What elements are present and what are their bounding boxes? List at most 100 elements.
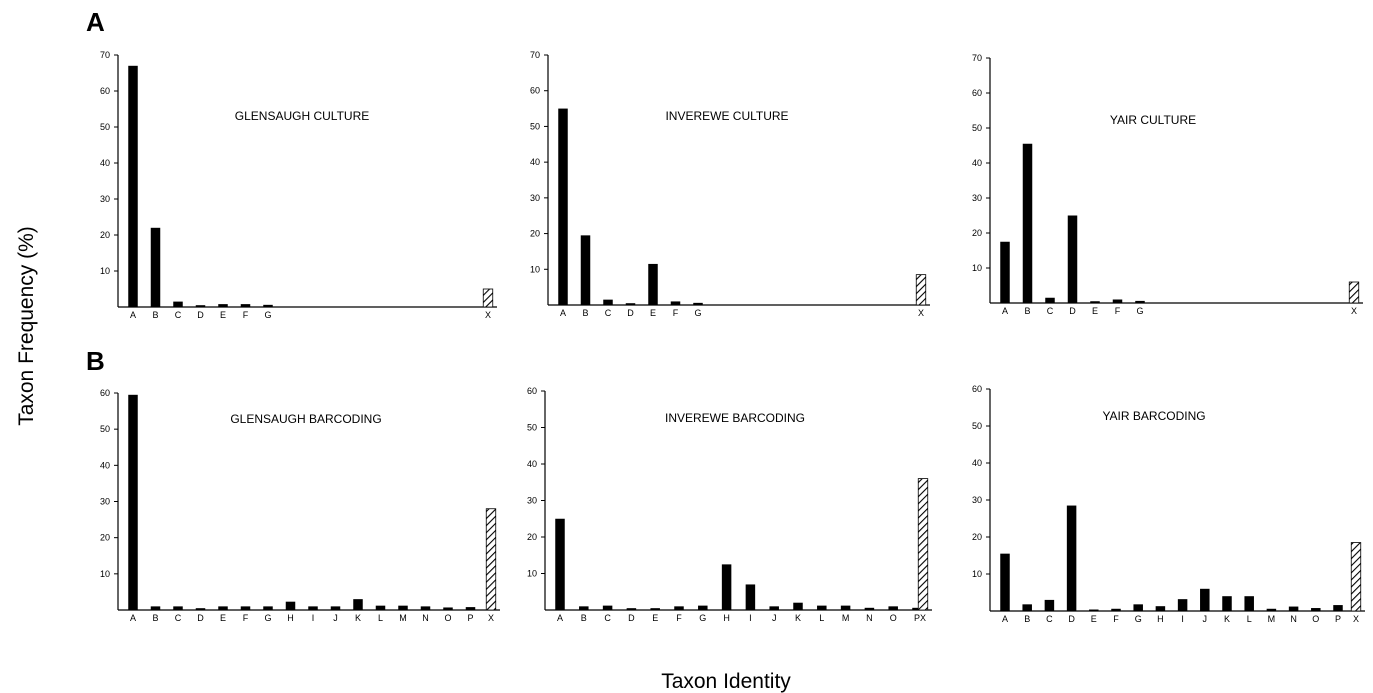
- bar: [1045, 297, 1055, 303]
- y-tick-label: 30: [972, 495, 982, 505]
- bar: [263, 606, 273, 610]
- category-label: N: [422, 613, 429, 623]
- category-label: D: [628, 613, 635, 623]
- chart-title: YAIR CULTURE: [1110, 113, 1196, 127]
- category-label: G: [1135, 614, 1142, 624]
- bar: [240, 606, 251, 610]
- bar: [1133, 604, 1143, 611]
- y-tick-label: 20: [100, 230, 110, 240]
- chart-6: 10 20 30 40 50 60 YAIR BARCODING A B C D E F G H I J K L M N…: [972, 384, 1365, 624]
- bar: [793, 602, 803, 610]
- chart-3: 10 20 30 40 50 60 70 YAIR CULTURE A B C D E F G X: [972, 53, 1363, 316]
- category-label: D: [1068, 614, 1075, 624]
- category-label: L: [1247, 614, 1252, 624]
- bar: [195, 305, 206, 307]
- bar: [674, 606, 684, 610]
- y-tick-label: 60: [527, 386, 537, 396]
- y-tick-label: 50: [972, 421, 982, 431]
- bar: [465, 607, 476, 610]
- y-tick-label: 30: [100, 497, 110, 507]
- y-tick-label: 50: [100, 122, 110, 132]
- y-tick-label: 30: [527, 496, 537, 506]
- bar: [1112, 299, 1123, 303]
- y-tick-label: 20: [530, 229, 540, 239]
- bar: [398, 605, 408, 610]
- category-label: O: [1312, 614, 1319, 624]
- y-tick-label: 60: [100, 86, 110, 96]
- category-label: G: [264, 310, 271, 320]
- y-tick-label: 40: [100, 158, 110, 168]
- bar: [150, 227, 161, 307]
- bar: [558, 108, 568, 305]
- bar: [580, 235, 591, 305]
- bar: [1089, 609, 1099, 611]
- category-label: I: [312, 613, 315, 623]
- bar: [745, 584, 756, 610]
- category-label: L: [819, 613, 824, 623]
- category-label: D: [197, 310, 204, 320]
- bar: [1288, 606, 1299, 611]
- bar: [1067, 215, 1078, 303]
- bar-hatched-x: [917, 478, 929, 611]
- y-tick-label: 20: [972, 228, 982, 238]
- chart-title: GLENSAUGH CULTURE: [235, 109, 369, 123]
- bar: [240, 304, 251, 307]
- category-label: G: [699, 613, 706, 623]
- y-tick-label: 70: [530, 50, 540, 60]
- category-label: F: [1113, 614, 1119, 624]
- bar: [128, 65, 138, 307]
- bar: [285, 601, 296, 610]
- bar: [602, 605, 613, 610]
- y-tick-label: 40: [100, 460, 110, 470]
- category-label: F: [243, 613, 249, 623]
- bar: [1111, 608, 1121, 611]
- y-tick-label: 10: [972, 263, 982, 273]
- category-label: C: [1047, 306, 1054, 316]
- bar: [173, 301, 183, 307]
- category-label: D: [627, 308, 634, 318]
- category-label: X: [918, 308, 924, 318]
- y-tick-label: 60: [972, 384, 982, 394]
- y-tick-label: 30: [100, 194, 110, 204]
- category-label: O: [444, 613, 451, 623]
- chart-title: INVEREWE BARCODING: [665, 411, 805, 425]
- charts-group: 10 20 30 40 50 60 70 GLENSAUGH CULTURE A B C D E F G X 1…: [100, 50, 1365, 624]
- category-label: A: [1002, 614, 1008, 624]
- category-label: J: [1203, 614, 1208, 624]
- category-label: C: [605, 308, 612, 318]
- category-label: G: [1136, 306, 1143, 316]
- category-label: D: [1069, 306, 1076, 316]
- category-label: A: [557, 613, 563, 623]
- y-tick-label: 10: [530, 264, 540, 274]
- category-label: P: [914, 613, 920, 623]
- category-label: C: [175, 613, 182, 623]
- bar: [263, 304, 273, 307]
- bar: [698, 605, 708, 610]
- bar: [1311, 608, 1321, 611]
- bar: [670, 301, 681, 305]
- category-label: F: [243, 310, 249, 320]
- bar: [626, 608, 637, 610]
- bar: [1022, 604, 1032, 611]
- bar: [1135, 300, 1145, 303]
- y-tick-label: 40: [527, 459, 537, 469]
- bar: [330, 606, 341, 610]
- category-label: A: [560, 308, 566, 318]
- category-label: I: [749, 613, 752, 623]
- bar: [420, 606, 431, 610]
- category-label: F: [1115, 306, 1121, 316]
- y-tick-label: 50: [530, 121, 540, 131]
- bar: [579, 606, 589, 610]
- bar: [1022, 143, 1033, 303]
- category-label: X: [1351, 306, 1357, 316]
- category-label: C: [604, 613, 611, 623]
- bar-hatched-x: [482, 288, 494, 308]
- category-label: J: [772, 613, 777, 623]
- category-label: E: [652, 613, 658, 623]
- category-label: G: [694, 308, 701, 318]
- bar: [173, 606, 183, 610]
- chart-4: 10 20 30 40 50 60 GLENSAUGH BARCODING A B C D E F G H I…: [100, 388, 500, 623]
- category-label: B: [1024, 306, 1030, 316]
- bar: [1177, 599, 1188, 611]
